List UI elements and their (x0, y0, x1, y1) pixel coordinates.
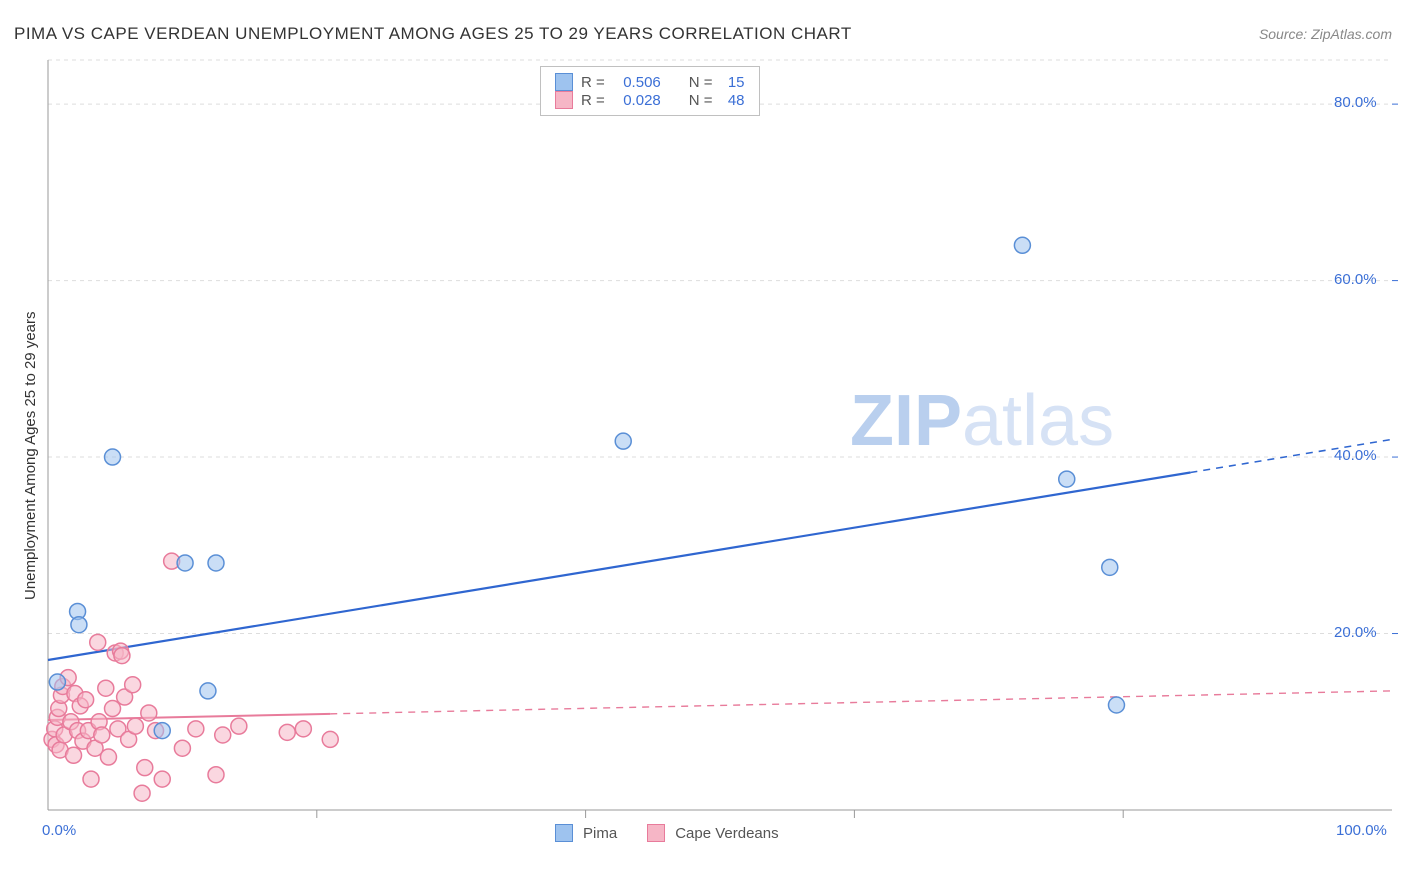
legend-label-cape: Cape Verdeans (675, 825, 778, 842)
legend-r-value: 0.506 (613, 74, 661, 91)
legend-swatch-pima-bottom (555, 824, 573, 842)
legend-r-value: 0.028 (613, 92, 661, 109)
legend-r-label: R = (581, 92, 605, 109)
legend-r-label: R = (581, 74, 605, 91)
legend-n-label: N = (689, 74, 713, 91)
legend-label-pima: Pima (583, 825, 617, 842)
legend-n-value: 48 (721, 92, 745, 109)
y-tick-label: 20.0% (1334, 624, 1377, 641)
y-tick-label: 80.0% (1334, 94, 1377, 111)
legend-swatch-cape (555, 91, 573, 109)
legend-n-value: 15 (721, 74, 745, 91)
x-tick-label: 0.0% (42, 822, 76, 839)
chart-container: PIMA VS CAPE VERDEAN UNEMPLOYMENT AMONG … (0, 0, 1406, 892)
legend-row-pima: R = 0.506 N = 15 (555, 73, 745, 91)
x-tick-label: 100.0% (1336, 822, 1387, 839)
y-tick-label: 40.0% (1334, 447, 1377, 464)
legend-swatch-cape-bottom (647, 824, 665, 842)
series-legend: Pima Cape Verdeans (555, 824, 779, 842)
legend-swatch-pima (555, 73, 573, 91)
legend-n-label: N = (689, 92, 713, 109)
plot-svg (0, 0, 1406, 892)
legend-row-cape: R = 0.028 N = 48 (555, 91, 745, 109)
y-tick-label: 60.0% (1334, 271, 1377, 288)
correlation-legend: R = 0.506 N = 15 R = 0.028 N = 48 (540, 66, 760, 116)
